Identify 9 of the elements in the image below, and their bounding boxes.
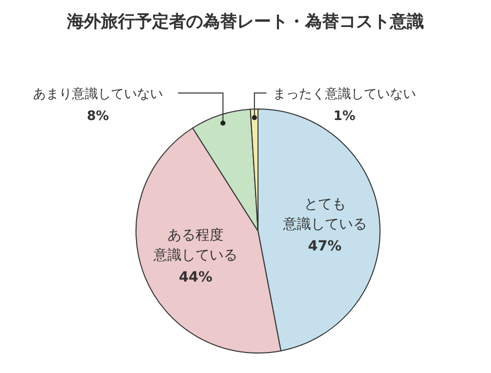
data-label: 44% — [178, 270, 212, 286]
data-label: 8% — [86, 109, 109, 124]
slice-label: ある程度意識している — [152, 228, 238, 264]
slice-label: まったく意識していない — [272, 87, 416, 102]
slice-label: とても意識している — [282, 196, 367, 233]
chart-title: 海外旅行予定者の為替レート・為替コスト意識 — [66, 11, 425, 34]
slice-label: あまり意識していない — [32, 87, 163, 102]
data-label: 47% — [308, 238, 342, 255]
data-label: 1% — [333, 109, 356, 124]
